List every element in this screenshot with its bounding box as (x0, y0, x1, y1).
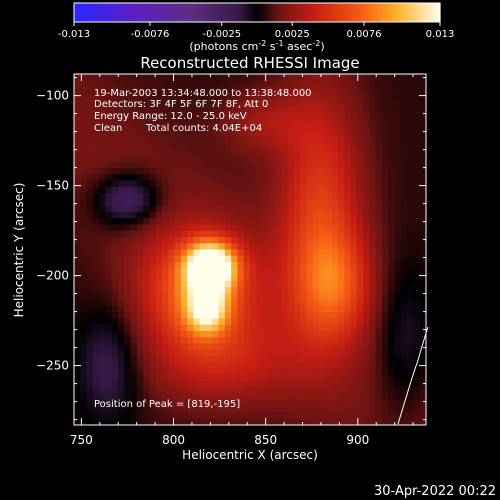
annotation-energy-range: Energy Range: 12.0 - 25.0 keV (94, 111, 247, 122)
colorbar-tick-label: 0.013 (426, 29, 455, 40)
x-tick-label: 800 (162, 433, 185, 447)
y-tick-label: −100 (36, 89, 69, 103)
annotation-time-range: 19-Mar-2003 13:34:48.000 to 13:38:48.000 (94, 88, 312, 99)
colorbar-tick-label: -0.013 (58, 29, 90, 40)
colorbar-tick-label: 0.0076 (346, 29, 381, 40)
x-tick-label: 850 (254, 433, 277, 447)
chart-title: Reconstructed RHESSI Image (140, 54, 359, 72)
colorbar-tick-label: -0.0076 (131, 29, 170, 40)
colorbar-units-label: (photons cm-2 s-1 asec-2) (189, 39, 324, 53)
x-tick-label: 750 (70, 433, 93, 447)
x-axis-label: Heliocentric X (arcsec) (182, 448, 318, 462)
colorbar-tick-label: -0.0025 (203, 29, 242, 40)
annotation-detectors: Detectors: 3F 4F 5F 6F 7F 8F, Att 0 (94, 99, 268, 110)
colorbar-tick-label: 0.0025 (275, 29, 310, 40)
annotation-total-counts: Total counts: 4.04E+04 (145, 123, 262, 134)
plot-frame (73, 73, 427, 426)
y-axis-label: Heliocentric Y (arcsec) (12, 183, 26, 318)
heatmap-image (74, 74, 427, 426)
colorbar-ticks: -0.013 -0.0076 -0.0025 0.0025 0.0076 0.013 (58, 22, 454, 40)
colorbar-gradient (74, 3, 441, 22)
y-axis-ticks: −100 −150 −200 −250 (36, 77, 426, 421)
y-tick-label: −200 (36, 269, 69, 283)
x-tick-label: 900 (346, 433, 369, 447)
footer-date: 30-Apr-2022 00:22 (374, 484, 496, 499)
y-tick-label: −250 (36, 359, 69, 373)
annotation-clean: Clean (94, 123, 122, 134)
annotations: 19-Mar-2003 13:34:48.000 to 13:38:48.000… (94, 88, 312, 410)
annotation-peak-position: Position of Peak = [819,-195] (94, 399, 240, 410)
limb-line (397, 326, 429, 425)
colorbar: -0.013 -0.0076 -0.0025 0.0025 0.0076 0.013 (p… (58, 2, 454, 53)
x-axis-ticks: 750 800 850 900 (70, 74, 414, 447)
y-tick-label: −150 (36, 179, 69, 193)
